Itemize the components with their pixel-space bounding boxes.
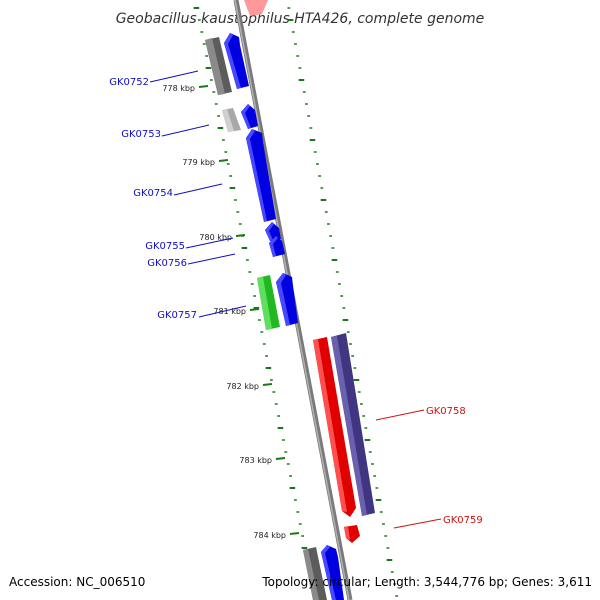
tick-label: 779 kbp (182, 158, 215, 167)
tick-mark (198, 85, 209, 88)
tick-label: 781 kbp (213, 307, 246, 316)
label-gk0758[interactable]: GK0758 (426, 406, 466, 417)
gene-gk0758-purple[interactable] (331, 333, 375, 516)
topology-text: Topology: circular; Length: 3,544,776 bp… (261, 575, 592, 589)
gene-gk0752[interactable] (224, 33, 249, 89)
gene-gk0752-gray[interactable] (205, 37, 232, 95)
partial-reverse-gene-top[interactable] (244, 0, 268, 16)
gc-dot-tracks (193, 7, 399, 597)
tick-label: 778 kbp (162, 84, 195, 93)
tick-label: 783 kbp (239, 456, 272, 465)
gene-gk0759[interactable] (344, 525, 360, 543)
label-gk0755[interactable]: GK0755 (145, 241, 185, 252)
tick-mark (275, 457, 286, 460)
gene-gk0753-gray[interactable] (222, 108, 241, 132)
gene-gk0758[interactable] (313, 337, 356, 517)
tick-label: 784 kbp (253, 531, 286, 540)
tick-mark (218, 159, 229, 162)
label-gk0759[interactable]: GK0759 (443, 515, 483, 526)
tick-mark (262, 383, 273, 386)
tick-mark (249, 308, 260, 311)
tick-mark (235, 234, 246, 237)
partial-gene-bottom-gray[interactable] (303, 547, 327, 600)
accession-text: Accession: NC_006510 (9, 575, 145, 589)
label-leaders (149, 70, 442, 529)
tick-label: 782 kbp (226, 382, 259, 391)
gene-gk0757[interactable] (276, 273, 298, 326)
position-ticks: 778 kbp 779 kbp 780 kbp 781 kbp 782 kbp 783 k… (162, 84, 300, 540)
label-gk0754[interactable]: GK0754 (133, 188, 173, 199)
gene-gk0757-green[interactable] (257, 275, 280, 330)
tick-label: 780 kbp (199, 233, 232, 242)
gene-gk0754[interactable] (246, 129, 276, 222)
gene-gk0753[interactable] (241, 104, 258, 129)
gene-labels: GK0752 GK0753 GK0754 GK0755 GK0756 GK075… (109, 77, 483, 526)
gene-gk0755[interactable] (265, 222, 281, 241)
label-gk0753[interactable]: GK0753 (121, 129, 161, 140)
gene-gk0756[interactable] (269, 236, 285, 257)
genome-title: Geobacillus kaustophilus HTA426, complet… (116, 11, 485, 27)
label-gk0756[interactable]: GK0756 (147, 258, 187, 269)
label-gk0757[interactable]: GK0757 (157, 310, 197, 321)
tick-mark (289, 532, 300, 535)
partial-gene-bottom-blue[interactable] (321, 545, 344, 600)
label-gk0752[interactable]: GK0752 (109, 77, 149, 88)
